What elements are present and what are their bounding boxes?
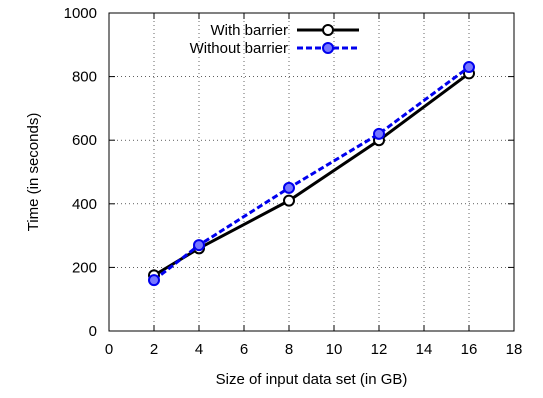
series-group bbox=[148, 61, 475, 287]
x-tick-label: 0 bbox=[105, 341, 113, 358]
series-without-barrier bbox=[148, 61, 475, 287]
y-tick-label: 0 bbox=[89, 323, 97, 340]
data-point bbox=[283, 181, 295, 194]
x-tick-label: 2 bbox=[150, 341, 158, 358]
axis-ticks: 0 2 4 6 8 10 12 14 16 18 0 200 400 600 800 1000 bbox=[64, 5, 523, 358]
x-tick-label: 12 bbox=[371, 341, 388, 358]
data-point bbox=[373, 127, 385, 140]
data-point bbox=[193, 239, 205, 252]
x-tick-label: 16 bbox=[461, 341, 478, 358]
grid bbox=[109, 13, 514, 331]
y-tick-label: 1000 bbox=[64, 5, 97, 22]
x-tick-label: 6 bbox=[240, 341, 248, 358]
legend-label: With barrier bbox=[210, 22, 288, 39]
x-tick-label: 10 bbox=[326, 341, 343, 358]
x-tick-label: 8 bbox=[285, 341, 293, 358]
y-tick-label: 800 bbox=[72, 69, 97, 86]
x-tick-label: 4 bbox=[195, 341, 203, 358]
plot-frame bbox=[108, 12, 515, 332]
data-point bbox=[148, 274, 160, 287]
legend-marker bbox=[322, 42, 334, 54]
y-axis-title: Time (in seconds) bbox=[25, 113, 42, 232]
x-tick-label: 18 bbox=[506, 341, 523, 358]
data-point bbox=[283, 194, 295, 207]
y-tick-label: 600 bbox=[72, 132, 97, 149]
x-axis-title: Size of input data set (in GB) bbox=[216, 371, 408, 388]
legend-label: Without barrier bbox=[190, 40, 288, 57]
legend-marker bbox=[322, 24, 334, 36]
y-tick-label: 400 bbox=[72, 196, 97, 213]
y-tick-label: 200 bbox=[72, 259, 97, 276]
x-tick-label: 14 bbox=[416, 341, 433, 358]
data-point bbox=[463, 61, 475, 74]
